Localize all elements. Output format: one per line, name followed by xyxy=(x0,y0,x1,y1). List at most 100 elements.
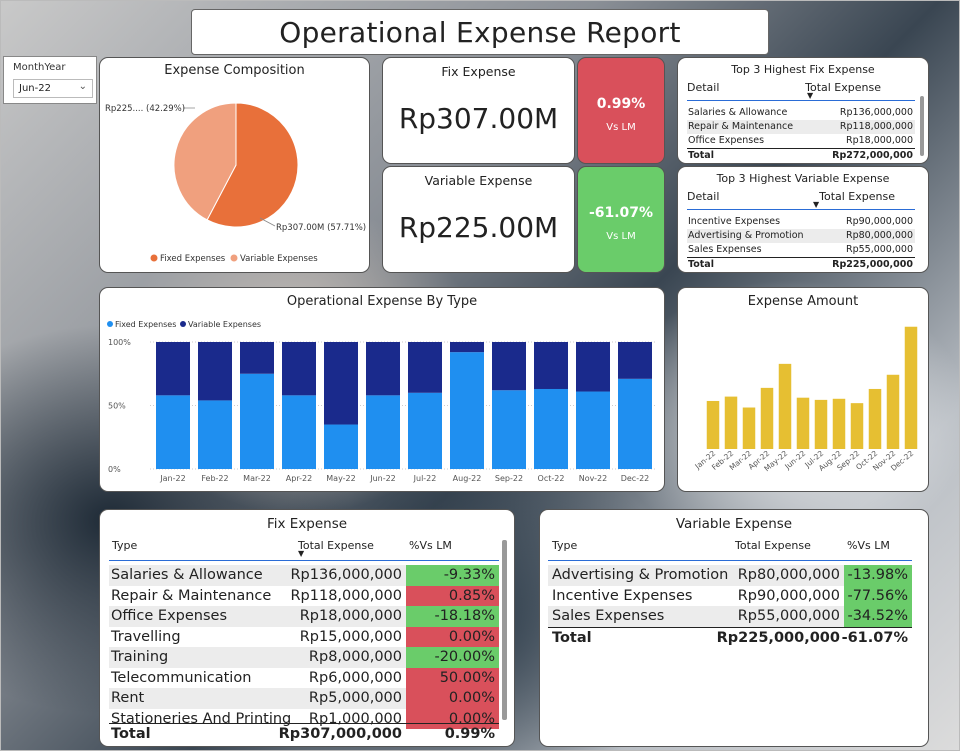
amount-bar[interactable] xyxy=(724,396,738,449)
fix-expense-vs-lm-pct: 0.99% xyxy=(596,96,646,112)
bar-variable[interactable] xyxy=(156,342,190,396)
row-total: Rp80,000,000 xyxy=(737,567,840,583)
bar-fixed[interactable] xyxy=(450,352,484,469)
slicer-dropdown[interactable]: Jun-22 ⌄ xyxy=(13,79,93,98)
sort-desc-icon[interactable]: ▼ xyxy=(298,549,305,558)
bar-variable[interactable] xyxy=(450,342,484,353)
bar-fixed[interactable] xyxy=(282,395,316,469)
top3-fix-scrollbar[interactable] xyxy=(920,96,924,156)
total-label: Total xyxy=(111,726,151,742)
row-pct: -13.98% xyxy=(844,565,912,586)
table-row: Rent Rp5,000,000 0.00% xyxy=(109,688,499,709)
variable-col-total[interactable]: Total Expense xyxy=(735,539,811,552)
pie-slice-variable[interactable] xyxy=(173,102,237,221)
amount-bar[interactable] xyxy=(814,399,828,449)
total-value: Rp307,000,000 xyxy=(278,726,402,742)
bar-variable[interactable] xyxy=(618,342,652,379)
bar-fixed[interactable] xyxy=(408,392,442,469)
row-pct: -34.52% xyxy=(844,606,912,627)
amount-bar[interactable] xyxy=(796,397,810,449)
bar-fixed[interactable] xyxy=(576,391,610,469)
total-label: Total xyxy=(688,150,714,161)
row-total: Rp15,000,000 xyxy=(299,628,402,645)
sort-desc-icon[interactable]: ▼ xyxy=(813,200,820,209)
fix-table-scrollbar[interactable] xyxy=(502,540,507,720)
pie-slice-fixed[interactable] xyxy=(206,102,299,228)
top3-variable-col-total[interactable]: Total Expense xyxy=(819,190,895,203)
bar-variable[interactable] xyxy=(492,342,526,391)
bar-variable[interactable] xyxy=(366,342,400,396)
bar-variable[interactable] xyxy=(324,342,358,425)
top3-variable-col-detail[interactable]: Detail xyxy=(687,190,720,203)
amount-bar[interactable] xyxy=(778,363,792,449)
total-value: Rp225,000,000 xyxy=(832,259,913,270)
legend-variable-dot xyxy=(180,321,186,327)
fix-col-type[interactable]: Type xyxy=(112,539,138,552)
chevron-down-icon[interactable]: ⌄ xyxy=(78,81,87,92)
bar-variable[interactable] xyxy=(408,342,442,393)
table-row: Telecommunication Rp6,000,000 50.00% xyxy=(109,667,499,688)
bar-fixed[interactable] xyxy=(240,373,274,469)
fix-col-total[interactable]: Total Expense xyxy=(298,539,374,552)
variable-col-pct[interactable]: %Vs LM xyxy=(847,539,890,552)
variable-table-header: Type Total Expense %Vs LM xyxy=(548,537,912,561)
bar-fixed[interactable] xyxy=(324,424,358,469)
table-row: Salaries & Allowance Rp136,000,000 -9.33% xyxy=(109,565,499,586)
top3-fix-col-detail[interactable]: Detail xyxy=(687,81,720,94)
top3-fix-col-total[interactable]: Total Expense xyxy=(805,81,881,94)
row-detail: Repair & Maintenance xyxy=(688,121,794,132)
sort-desc-icon[interactable]: ▼ xyxy=(807,91,814,100)
fix-col-pct[interactable]: %Vs LM xyxy=(409,539,452,552)
row-total: Rp136,000,000 xyxy=(839,107,913,118)
amount-bar[interactable] xyxy=(742,407,756,449)
table-row: Sales Expenses Rp55,000,000 xyxy=(687,243,915,257)
row-total: Rp1,000,000 xyxy=(308,710,402,727)
bar-variable[interactable] xyxy=(576,342,610,392)
top3-variable-expense-card: Top 3 Highest Variable Expense Detail To… xyxy=(677,166,929,273)
bar-fixed[interactable] xyxy=(492,390,526,469)
amount-bar[interactable] xyxy=(706,400,720,449)
month-year-slicer[interactable]: MonthYear Jun-22 ⌄ xyxy=(3,56,97,104)
amount-bar[interactable] xyxy=(760,387,774,449)
row-type: Advertising & Promotion xyxy=(552,567,729,583)
expense-amount-chart: Jan-22Feb-22Mar-22Apr-22May-22Jun-22Jul-… xyxy=(692,326,918,473)
amount-bar[interactable] xyxy=(832,398,846,449)
pie-label-fixed: Rp307.00M (57.71%) xyxy=(276,223,366,233)
bar-variable[interactable] xyxy=(534,342,568,389)
amount-bar[interactable] xyxy=(904,326,918,449)
expense-composition-card: Expense Composition Rp225.... (42.29%) R… xyxy=(99,57,370,273)
bar-variable[interactable] xyxy=(240,342,274,374)
top3-fix-header: Detail Total Expense ▼ xyxy=(687,81,915,101)
bar-fixed[interactable] xyxy=(198,400,232,469)
y-tick-label: 0% xyxy=(108,465,121,474)
bar-fixed[interactable] xyxy=(156,395,190,469)
y-tick-label: 50% xyxy=(108,402,126,411)
fix-expense-table-card: Fix Expense Type Total Expense ▼ %Vs LM … xyxy=(99,509,515,747)
bar-fixed[interactable] xyxy=(366,395,400,469)
variable-expense-vs-lm-pct: -61.07% xyxy=(588,205,654,221)
row-detail: Incentive Expenses xyxy=(688,216,781,227)
bar-fixed[interactable] xyxy=(618,378,652,469)
x-tick-label: Mar-22 xyxy=(243,474,271,483)
bar-variable[interactable] xyxy=(282,342,316,396)
x-tick-label: Feb-22 xyxy=(201,474,228,483)
row-detail: Salaries & Allowance xyxy=(688,107,788,118)
bar-fixed[interactable] xyxy=(534,388,568,469)
amount-bar[interactable] xyxy=(886,374,900,449)
variable-expense-kpi-title: Variable Expense xyxy=(424,173,533,188)
legend-fixed-label: Fixed Expenses xyxy=(115,320,176,329)
variable-col-type[interactable]: Type xyxy=(552,539,578,552)
fixed-leader-line xyxy=(259,217,276,227)
amount-bar[interactable] xyxy=(850,403,864,449)
row-detail: Office Expenses xyxy=(688,135,765,146)
row-type: Stationeries And Printing xyxy=(111,710,292,727)
row-total: Rp18,000,000 xyxy=(845,135,913,146)
bar-variable[interactable] xyxy=(198,342,232,401)
fix-table-footer: Total Rp307,000,000 0.99% xyxy=(109,723,499,745)
total-label: Total xyxy=(552,629,592,646)
table-row: Office Expenses Rp18,000,000 -18.18% xyxy=(109,606,499,627)
report-title: Operational Expense Report xyxy=(279,16,681,49)
amount-bar[interactable] xyxy=(868,388,882,449)
legend-variable-label: Variable Expenses xyxy=(188,320,261,329)
